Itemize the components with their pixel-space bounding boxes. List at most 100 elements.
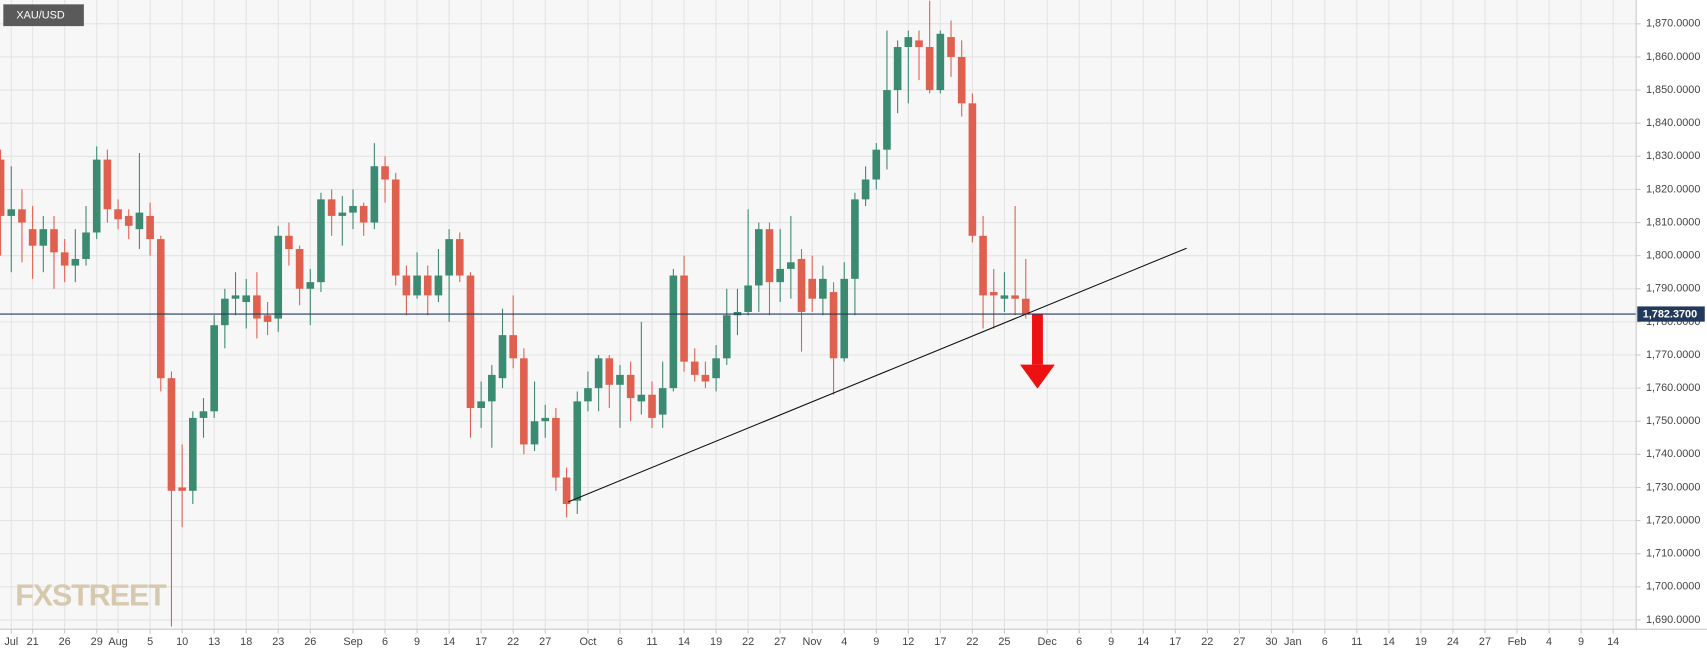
candle-body xyxy=(541,417,550,422)
x-tick-label: 19 xyxy=(710,636,722,648)
candle-body xyxy=(690,361,699,375)
y-tick-label: 1,720.0000 xyxy=(1646,514,1700,526)
candle-body xyxy=(221,298,229,326)
x-tick-label: 13 xyxy=(208,636,220,648)
candle-body xyxy=(722,315,731,359)
candle-body xyxy=(594,358,603,389)
x-tick-label: 9 xyxy=(1578,636,1584,648)
candle-body xyxy=(349,205,357,213)
candle-body xyxy=(82,232,90,259)
x-tick-label: 6 xyxy=(1322,636,1328,648)
x-tick-label: 14 xyxy=(1383,636,1395,648)
candle-body xyxy=(445,239,453,276)
candle-body xyxy=(167,378,176,491)
candle-body xyxy=(423,275,432,296)
x-tick-label: Jul xyxy=(4,636,18,648)
candle-body xyxy=(787,262,795,269)
candle-body xyxy=(263,315,272,322)
x-tick-label: Aug xyxy=(108,636,127,648)
y-tick-label: 1,850.0000 xyxy=(1646,84,1700,96)
candle-body xyxy=(904,37,913,48)
candle-body xyxy=(658,388,667,415)
candle-body xyxy=(712,358,720,379)
x-tick-label: 14 xyxy=(678,636,690,648)
candle-body xyxy=(530,421,539,445)
x-tick-label: 23 xyxy=(272,636,284,648)
candle-body xyxy=(477,401,485,408)
candle-body xyxy=(103,159,112,210)
candle-body xyxy=(391,179,400,276)
x-tick-label: 17 xyxy=(934,636,946,648)
x-tick-label: Jan xyxy=(1284,636,1302,648)
candle-body xyxy=(989,292,998,296)
candle-body xyxy=(819,278,827,299)
x-tick-label: 14 xyxy=(1137,636,1149,648)
x-tick-label: 10 xyxy=(176,636,188,648)
candle-body xyxy=(178,487,186,491)
candle-body xyxy=(1011,295,1019,299)
candle-body xyxy=(327,199,336,216)
candle-body xyxy=(573,401,582,501)
candle-body xyxy=(92,159,101,233)
candle-body xyxy=(925,47,934,91)
x-tick-label: 27 xyxy=(1233,636,1245,648)
x-tick-label: 4 xyxy=(841,636,847,648)
x-tick-label: 19 xyxy=(1415,636,1427,648)
candle-body xyxy=(28,229,37,246)
candle-body xyxy=(199,411,208,418)
candle-body xyxy=(744,285,752,312)
x-tick-label: Dec xyxy=(1037,636,1057,648)
candle-body xyxy=(274,235,283,319)
y-tick-label: 1,780.0000 xyxy=(1646,316,1700,328)
candle-body xyxy=(1000,295,1009,299)
x-tick-label: 9 xyxy=(873,636,879,648)
candle-body xyxy=(60,252,69,266)
x-tick-label: 12 xyxy=(902,636,914,648)
y-tick-label: 1,750.0000 xyxy=(1646,415,1700,427)
x-tick-label: 29 xyxy=(91,636,103,648)
candle-body xyxy=(872,149,881,180)
y-tick-label: 1,730.0000 xyxy=(1646,481,1700,493)
x-tick-label: 9 xyxy=(1108,636,1114,648)
candle-body xyxy=(285,235,293,250)
candle-body xyxy=(135,212,144,230)
candle-body xyxy=(936,33,945,91)
candle-body xyxy=(616,374,624,385)
x-tick-label: 11 xyxy=(1351,636,1362,648)
x-tick-label: 5 xyxy=(147,636,153,648)
candle-body xyxy=(754,229,763,286)
candle-body xyxy=(7,209,16,216)
candle-body xyxy=(957,56,966,104)
x-tick-label: 24 xyxy=(1447,636,1459,648)
candle-body xyxy=(242,295,251,303)
x-tick-label: 30 xyxy=(1265,636,1277,648)
y-tick-label: 1,740.0000 xyxy=(1646,448,1700,460)
y-tick-label: 1,790.0000 xyxy=(1646,283,1700,295)
x-tick-label: 27 xyxy=(774,636,786,648)
y-tick-label: 1,810.0000 xyxy=(1646,216,1700,228)
y-tick-label: 1,760.0000 xyxy=(1646,382,1700,394)
candle-body xyxy=(338,212,347,216)
x-tick-label: 14 xyxy=(1607,636,1619,648)
candle-layer xyxy=(0,0,1030,627)
candle-body xyxy=(520,358,528,445)
watermark: FXSTREET xyxy=(15,579,167,613)
y-tick-label: 1,840.0000 xyxy=(1646,117,1700,129)
candle-body xyxy=(893,47,902,91)
candle-body xyxy=(765,229,774,283)
candle-body xyxy=(253,295,261,319)
y-tick-label: 1,800.0000 xyxy=(1646,250,1700,262)
y-tick-label: 1,820.0000 xyxy=(1646,183,1700,195)
candle-body xyxy=(370,166,379,223)
candle-body xyxy=(210,325,218,412)
candle-body xyxy=(829,292,838,359)
candle-body xyxy=(883,90,891,150)
candle-body xyxy=(498,335,507,379)
candle-body xyxy=(18,209,26,223)
candle-body xyxy=(562,477,571,505)
trend-line xyxy=(568,247,1187,503)
x-tick-label: 9 xyxy=(414,636,420,648)
candle-body xyxy=(669,275,678,389)
axis-background xyxy=(1636,0,1707,655)
